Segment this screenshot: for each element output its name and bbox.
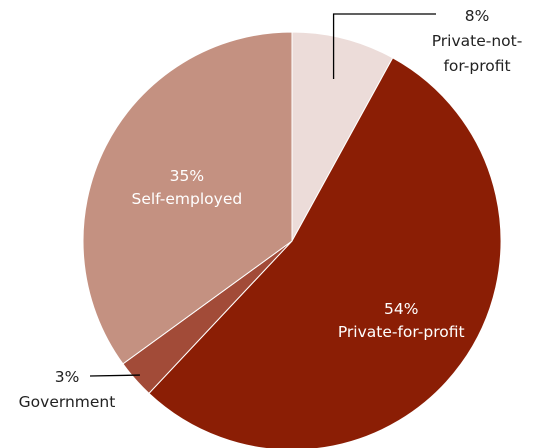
pie-slices — [82, 31, 502, 448]
slice-value-label-private-not-for-profit: 8% — [465, 7, 490, 25]
slice-labels: 8% Private-not-for-profit 54% Private-for-p… — [19, 7, 523, 411]
slice-category-label-private-not-for-profit: for-profit — [443, 57, 510, 75]
slice-category-label-government: Government — [19, 393, 116, 411]
pie-slice-self-employed — [82, 31, 293, 365]
slice-category-label-private-not-for-profit: Private-not- — [432, 32, 523, 50]
slice-value-label-government: 3% — [55, 368, 80, 386]
slice-value-label-self-employed: 35% — [170, 167, 204, 185]
leader-line-private-not-for-profit — [332, 13, 436, 80]
slice-category-label-self-employed: Self-employed — [132, 190, 243, 208]
slice-category-label-private-for-profit: Private-for-profit — [338, 323, 465, 341]
pie-slice-private-for-profit — [148, 57, 502, 448]
leader-lines — [89, 13, 436, 377]
leader-line-government — [89, 374, 140, 377]
slice-value-label-private-for-profit: 54% — [384, 300, 418, 318]
pie-slice-private-not-for-profit — [291, 31, 394, 242]
